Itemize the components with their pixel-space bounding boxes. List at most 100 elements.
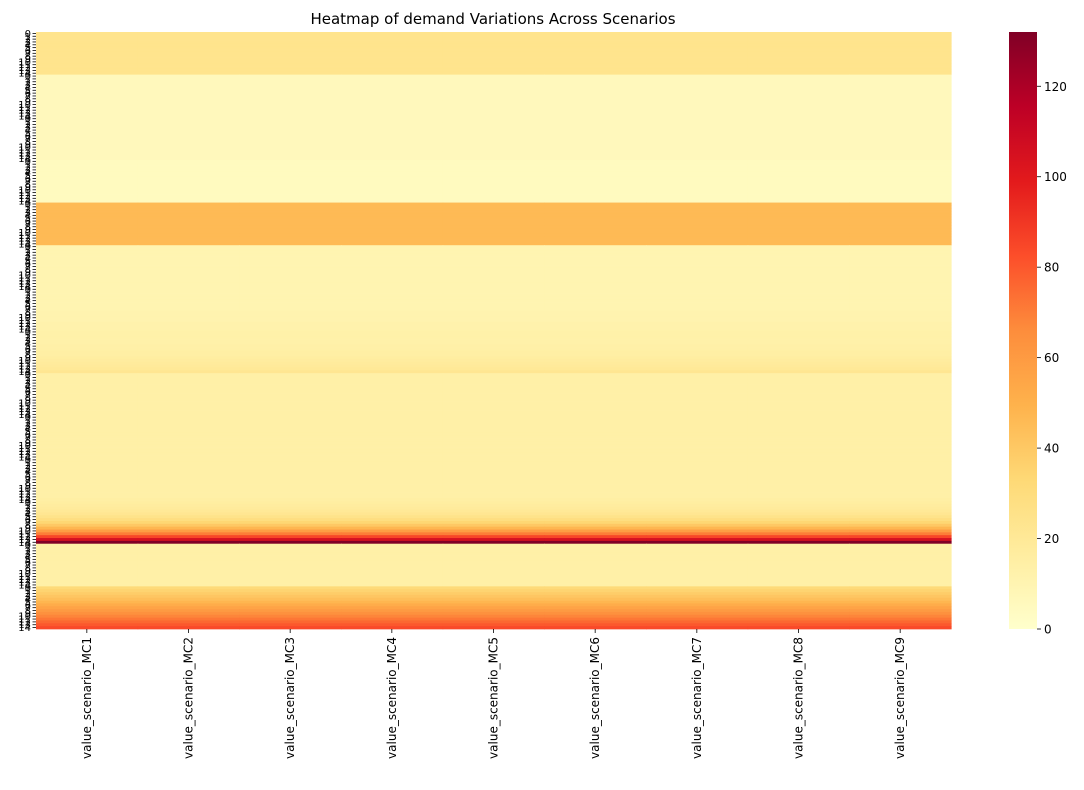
x-tick-label: value_scenario_MC8 [792,637,806,759]
heatmap-cell [544,458,647,462]
heatmap-cell [137,336,240,340]
heatmap-cell [544,327,647,331]
heatmap-cell [544,148,647,152]
y-tick-label: 14 [18,495,31,506]
heatmap-cell [747,302,850,306]
y-tick-label: 5 [25,256,31,267]
y-tick-label: 14 [18,410,31,421]
colorbar-tick-label: 40 [1044,442,1059,456]
heatmap-cell [442,111,545,115]
heatmap-cell [36,458,139,462]
heatmap-cell [544,464,647,468]
heatmap-cell [137,285,240,289]
heatmap-cell [36,105,139,110]
heatmap-cell [646,213,749,218]
heatmap-cell [747,606,850,610]
heatmap-cell [341,512,444,516]
heatmap-cell [36,384,139,388]
heatmap-cell [849,503,952,508]
y-tick-label: 12 [18,106,31,117]
heatmap-cell [747,179,850,184]
heatmap-cell [341,614,444,618]
heatmap-cell [646,211,749,215]
heatmap-cell [137,373,240,377]
heatmap-cell [36,100,139,104]
heatmap-cell [544,225,647,229]
heatmap-cell [36,171,139,175]
y-tick-label: 8 [25,94,31,105]
heatmap-cell [747,137,850,141]
heatmap-cell [646,296,749,300]
heatmap-cell [341,626,444,630]
heatmap-cell [544,174,647,178]
heatmap-cell [36,484,139,488]
heatmap-cell [747,71,850,75]
heatmap-cell [747,134,850,138]
heatmap-cell [36,319,139,323]
heatmap-cell [544,353,647,357]
heatmap-cell [646,387,749,391]
heatmap-cell [239,401,342,405]
heatmap-cell [747,336,850,340]
heatmap-cell [239,37,342,41]
heatmap-cell [849,478,952,482]
heatmap-cell [341,594,444,599]
heatmap-cell [544,430,647,434]
heatmap-cell [36,40,139,44]
heatmap-cell [36,262,139,266]
heatmap-cell [341,211,444,215]
heatmap-cell [239,339,342,343]
heatmap-cell [442,336,545,340]
heatmap-cell [137,580,240,584]
heatmap-cell [239,259,342,263]
heatmap-cell [137,566,240,570]
heatmap-cell [239,54,342,58]
heatmap-cell [137,140,240,144]
y-tick-label: 2 [25,418,31,429]
heatmap-cell [747,572,850,576]
heatmap-cell [442,458,545,462]
heatmap-cell [239,503,342,508]
y-tick-label: 3 [25,80,31,91]
heatmap-cell [544,34,647,39]
heatmap-cell [442,447,545,451]
heatmap-cell [747,523,850,528]
heatmap-cell [341,262,444,266]
y-tick-label: 0 [25,242,31,253]
heatmap-cell [747,191,850,195]
heatmap-cell [544,37,647,41]
heatmap-cell [341,339,444,343]
heatmap-cell [442,66,545,70]
heatmap-cell [36,253,139,257]
heatmap-cell [544,538,647,542]
heatmap-cell [341,54,444,58]
heatmap-cell [442,202,545,206]
heatmap-cell [137,364,240,368]
heatmap-cell [36,32,139,36]
y-tick-label: 14 [18,623,31,634]
heatmap-cell [442,307,545,311]
heatmap-cell [849,148,952,152]
heatmap-cell [442,381,545,385]
heatmap-cell [646,140,749,144]
heatmap-cell [849,265,952,269]
heatmap-cell [341,353,444,357]
heatmap-cell [239,509,342,513]
y-tick-label: 12 [18,362,31,373]
heatmap-cell [544,171,647,175]
heatmap-cell [442,518,545,522]
heatmap-cell [646,202,749,206]
heatmap-cell [341,449,444,454]
heatmap-cell [137,304,240,309]
heatmap-cell [646,105,749,110]
heatmap-cell [442,489,545,493]
heatmap-cell [36,594,139,599]
heatmap-cell [849,120,952,124]
y-tick-label: 13 [18,151,31,162]
heatmap-cell [36,157,139,161]
heatmap-cell [36,216,139,220]
heatmap-cell [849,324,952,329]
heatmap-cell [239,228,342,232]
heatmap-cell [137,361,240,365]
heatmap-cell [747,478,850,482]
